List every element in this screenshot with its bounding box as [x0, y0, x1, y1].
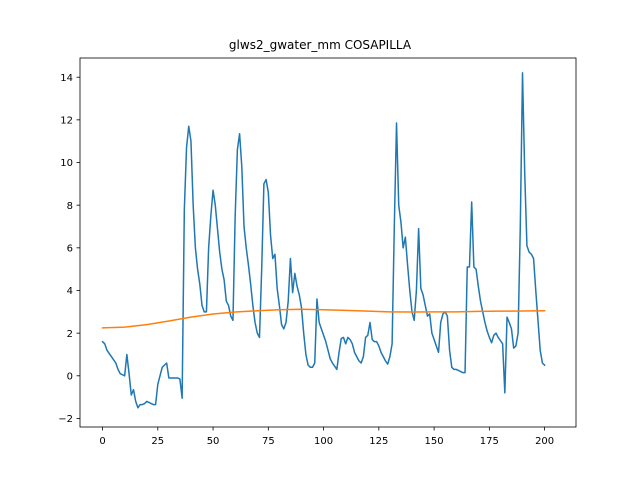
x-tick-label: 50 — [207, 436, 220, 447]
series-layer — [101, 72, 546, 409]
x-tick-label: 75 — [262, 436, 275, 447]
plot-frame — [79, 57, 577, 428]
y-tick-label: 2 — [67, 329, 73, 340]
y-tick-label: 12 — [60, 115, 73, 126]
x-tick-label: 25 — [151, 436, 164, 447]
x-tick-label: 125 — [369, 436, 388, 447]
y-tick-label: −2 — [58, 414, 73, 425]
y-tick-label: 8 — [67, 201, 73, 212]
x-tick-label: 100 — [314, 436, 333, 447]
chart-title: glws2_gwater_mm COSAPILLA — [229, 38, 412, 52]
series-line-1 — [101, 72, 546, 409]
y-tick-label: 0 — [67, 371, 73, 382]
x-tick-label: 175 — [480, 436, 499, 447]
series-line-2 — [101, 308, 546, 329]
y-tick-label: 6 — [67, 243, 73, 254]
x-tick-label: 150 — [425, 436, 444, 447]
y-tick-label: 10 — [60, 158, 73, 169]
x-tick-label: 0 — [99, 436, 105, 447]
x-tick-label: 200 — [535, 436, 554, 447]
axes-layer: 0 25 50 75 100 125 150 175 200 −2 0 2 4 6 8 10 12 14 — [58, 57, 577, 447]
y-tick-label: 4 — [67, 286, 73, 297]
y-tick-label: 14 — [60, 73, 73, 84]
